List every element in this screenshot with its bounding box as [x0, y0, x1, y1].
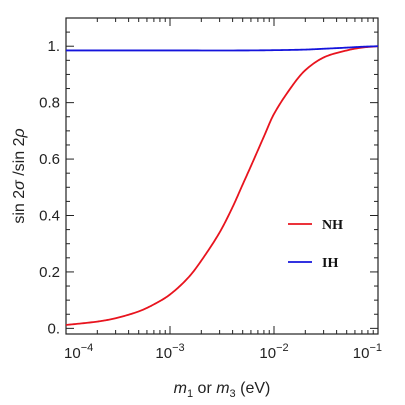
plot-frame: [65, 17, 379, 335]
y-tick-label: 1.: [47, 38, 60, 55]
x-tick-label: 10−3: [155, 342, 184, 362]
x-tick-label: 10−1: [353, 342, 382, 362]
x-tick-label: 10−2: [259, 342, 288, 362]
y-tick-label: 0.6: [39, 151, 60, 168]
series-lines: [65, 45, 379, 326]
y-tick-label: 0.8: [39, 95, 60, 112]
y-tick-label: 0.2: [39, 264, 60, 281]
axis-ticks: 10−4 10−3 10−2 10−1 0. 0.2 0.4 0.6 0.8 1.: [39, 17, 382, 362]
legend-label-ih: IH: [322, 256, 338, 271]
series-line-nh: [65, 45, 379, 326]
x-tick-label: 10−4: [64, 342, 93, 362]
legend-label-nh: NH: [322, 218, 343, 233]
y-axis-label: sin 2σ /sin 2ρ: [11, 128, 28, 223]
x-axis-label: m1 or m3 (eV): [174, 380, 271, 400]
series-line-ih: [66, 45, 379, 52]
y-tick-label: 0.4: [39, 208, 60, 225]
y-tick-label: 0.: [47, 320, 60, 337]
legend: NH IH: [288, 218, 343, 271]
